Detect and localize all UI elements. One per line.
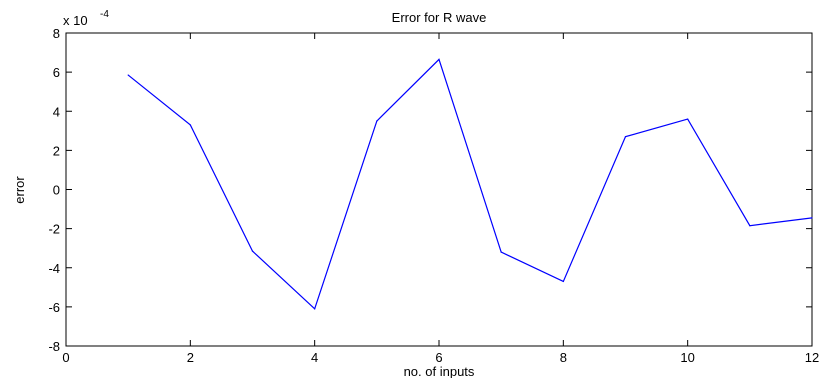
- data-point: [687, 118, 689, 120]
- data-point: [314, 308, 316, 310]
- y-tick-label: 0: [53, 183, 60, 198]
- data-point: [189, 124, 191, 126]
- plot-area: [65, 32, 813, 347]
- x-axis-ticks: 0 2 4 6 8 10 12: [62, 33, 819, 365]
- x-axis-label: no. of inputs: [404, 364, 475, 378]
- y-tick-label: -6: [48, 300, 60, 315]
- x-tick-label: 8: [560, 350, 567, 365]
- series-layer: [127, 58, 813, 310]
- y-tick-label: -8: [48, 339, 60, 354]
- y-tick-label: 4: [53, 104, 60, 119]
- y-multiplier-exponent: -4: [100, 9, 109, 20]
- y-tick-label: 6: [53, 65, 60, 80]
- x-tick-label: 2: [187, 350, 194, 365]
- x-tick-label: 10: [680, 350, 694, 365]
- x-tick-label: 12: [805, 350, 819, 365]
- x-tick-label: 4: [311, 350, 318, 365]
- data-point: [251, 250, 254, 252]
- y-axis-label: error: [12, 176, 27, 204]
- y-tick-label: 8: [53, 26, 60, 41]
- y-multiplier-label: x 10: [63, 13, 88, 28]
- data-point: [624, 136, 627, 138]
- chart-title: Error for R wave: [392, 10, 487, 25]
- data-point: [562, 280, 564, 283]
- y-axis-ticks: -8 -6 -4 -2 0 2 4 6 8: [48, 26, 812, 354]
- data-point: [376, 120, 378, 122]
- data-point: [500, 251, 502, 253]
- data-point: [811, 217, 813, 219]
- data-point: [749, 225, 751, 227]
- y-tick-label: -4: [48, 261, 60, 276]
- y-tick-label: -2: [48, 222, 60, 237]
- data-point: [438, 58, 440, 61]
- data-point: [127, 74, 129, 76]
- y-tick-label: 2: [53, 143, 60, 158]
- x-tick-label: 0: [62, 350, 69, 365]
- series-line: [127, 58, 813, 310]
- x-tick-label: 6: [435, 350, 442, 365]
